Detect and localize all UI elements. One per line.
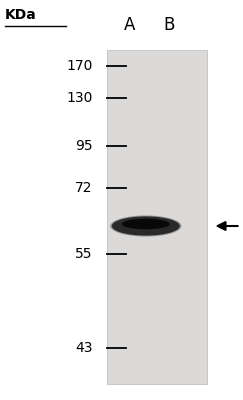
Text: KDa: KDa <box>5 8 37 22</box>
Text: 72: 72 <box>75 181 92 195</box>
Text: 130: 130 <box>66 91 92 105</box>
Text: 95: 95 <box>75 139 92 153</box>
Ellipse shape <box>122 219 170 229</box>
Text: A: A <box>124 16 136 34</box>
Ellipse shape <box>112 216 180 236</box>
Bar <box>107 50 207 384</box>
Text: 170: 170 <box>66 59 92 73</box>
Ellipse shape <box>110 216 182 236</box>
Text: B: B <box>163 16 174 34</box>
Text: 55: 55 <box>75 247 92 261</box>
Text: 43: 43 <box>75 341 92 355</box>
